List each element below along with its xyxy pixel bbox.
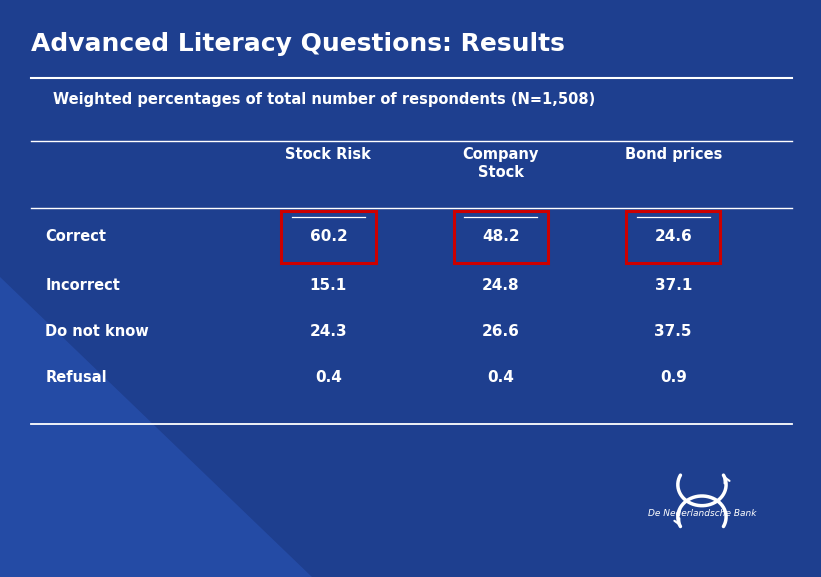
Text: 0.9: 0.9 xyxy=(660,370,686,385)
Text: 0.4: 0.4 xyxy=(315,370,342,385)
Text: Do not know: Do not know xyxy=(45,324,149,339)
Text: 60.2: 60.2 xyxy=(310,229,347,244)
Text: 24.3: 24.3 xyxy=(310,324,347,339)
Polygon shape xyxy=(0,277,312,577)
Text: Correct: Correct xyxy=(45,229,106,244)
Text: 26.6: 26.6 xyxy=(482,324,520,339)
Text: 37.5: 37.5 xyxy=(654,324,692,339)
FancyBboxPatch shape xyxy=(281,211,376,263)
Text: Bond prices: Bond prices xyxy=(625,147,722,162)
Text: Refusal: Refusal xyxy=(45,370,107,385)
Text: 37.1: 37.1 xyxy=(654,278,692,293)
Text: 48.2: 48.2 xyxy=(482,229,520,244)
Text: Advanced Literacy Questions: Results: Advanced Literacy Questions: Results xyxy=(31,32,565,56)
Text: 15.1: 15.1 xyxy=(310,278,347,293)
Text: Incorrect: Incorrect xyxy=(45,278,120,293)
Text: Weighted percentages of total number of respondents (N=1,508): Weighted percentages of total number of … xyxy=(53,92,595,107)
Text: 0.4: 0.4 xyxy=(488,370,514,385)
Text: 24.6: 24.6 xyxy=(654,229,692,244)
Text: 24.8: 24.8 xyxy=(482,278,520,293)
FancyBboxPatch shape xyxy=(454,211,548,263)
Text: Stock Risk: Stock Risk xyxy=(286,147,371,162)
Text: Company
Stock: Company Stock xyxy=(462,147,539,179)
Text: De Nederlandsche Bank: De Nederlandsche Bank xyxy=(648,509,756,519)
FancyBboxPatch shape xyxy=(626,211,721,263)
